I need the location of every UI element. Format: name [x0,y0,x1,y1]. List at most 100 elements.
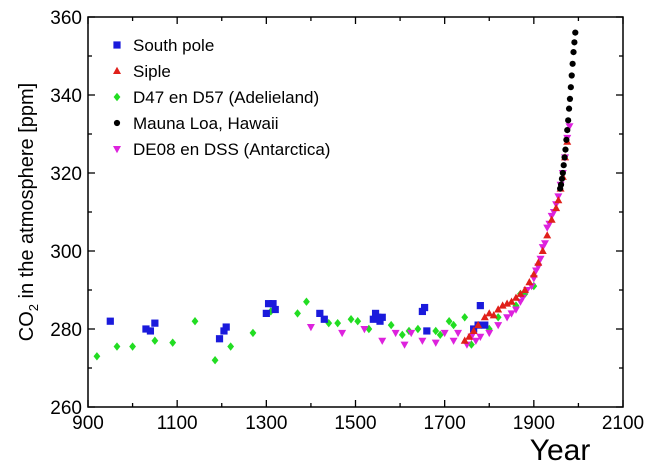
data-point-south-pole [215,335,224,343]
data-point-de08-en-dss-antarctica [507,310,516,318]
data-point-siple [465,332,474,340]
data-point-south-pole [418,307,426,316]
data-point-south-pole [106,317,114,325]
data-point-d47-en-d57-adelieland [249,328,257,338]
data-point-south-pole [378,313,386,321]
data-point-south-pole [151,319,159,327]
data-point-mauna-loa-hawaii [572,29,579,36]
legend-marker [113,92,121,102]
data-point-mauna-loa-hawaii [565,117,572,124]
data-point-de08-en-dss-antarctica [391,329,400,338]
data-point-d47-en-d57-adelieland [414,324,422,334]
data-point-de08-en-dss-antarctica [418,337,427,345]
x-tick-label: 1300 [245,413,287,434]
data-point-d47-en-d57-adelieland [387,320,395,330]
legend-marker [113,66,121,74]
data-point-siple [547,215,556,223]
x-tick-label: 900 [72,413,104,434]
data-point-mauna-loa-hawaii [557,181,565,188]
data-point-de08-en-dss-antarctica [485,329,494,338]
y-tick-label: 280 [50,320,82,341]
data-point-d47-en-d57-adelieland [191,317,199,326]
y-tick-label: 320 [50,164,82,185]
data-point-south-pole [421,303,429,312]
data-point-siple [460,336,469,344]
data-point-mauna-loa-hawaii [564,127,571,134]
data-point-south-pole [476,302,484,310]
data-point-siple [498,301,507,309]
data-point-d47-en-d57-adelieland [129,342,136,351]
data-point-d47-en-d57-adelieland [303,297,310,306]
data-point-de08-en-dss-antarctica [503,314,512,322]
data-point-d47-en-d57-adelieland [169,338,177,347]
y-tick-label: 360 [50,8,82,29]
data-point-south-pole [264,300,273,308]
data-point-mauna-loa-hawaii [571,39,578,46]
legend: South pole Siple D47 en D57 (Adelieland) Ma… [113,36,330,159]
data-point-d47-en-d57-adelieland [365,324,373,334]
data-point-d47-en-d57-adelieland [461,313,469,322]
data-point-de08-en-dss-antarctica [536,255,545,263]
data-point-south-pole [371,309,380,317]
data-point-de08-en-dss-antarctica [378,337,387,345]
legend-label: South pole [133,36,214,55]
data-point-d47-en-d57-adelieland [445,317,453,326]
data-point-mauna-loa-hawaii [565,105,573,112]
legend-marker [113,41,121,49]
data-point-south-pole [374,313,382,321]
data-point-south-pole [220,327,228,335]
data-point-south-pole [262,309,270,317]
legend-label: D47 en D57 (Adelieland) [133,88,319,107]
data-point-d47-en-d57-adelieland [151,336,159,345]
data-point-de08-en-dss-antarctica [512,306,520,314]
data-point-siple [552,203,561,212]
data-point-south-pole [320,315,328,323]
data-point-siple [520,285,529,293]
data-point-de08-en-dss-antarctica [476,333,485,341]
data-point-de08-en-dss-antarctica [400,341,409,349]
data-point-de08-en-dss-antarctica [565,123,574,131]
data-point-south-pole [316,309,324,317]
data-point-de08-en-dss-antarctica [306,324,315,332]
x-tick-label: 1900 [513,413,555,434]
data-point-d47-en-d57-adelieland [354,317,362,326]
data-point-mauna-loa-hawaii [558,175,566,182]
data-point-siple [512,293,520,301]
data-point-de08-en-dss-antarctica [360,326,369,334]
data-point-de08-en-dss-antarctica [338,329,347,338]
data-point-south-pole [222,323,230,331]
data-point-siple [543,231,552,239]
data-point-d47-en-d57-adelieland [227,342,235,351]
data-point-siple [503,299,512,307]
data-point-d47-en-d57-adelieland [494,313,502,322]
data-point-mauna-loa-hawaii [559,169,566,177]
y-tick-label: 300 [50,242,82,263]
x-axis-label: Year [530,434,591,467]
plot-layer [93,29,579,365]
data-point-siple [525,278,534,286]
data-point-mauna-loa-hawaii [570,49,577,56]
data-point-mauna-loa-hawaii [569,60,576,67]
data-point-south-pole [146,327,155,335]
data-point-mauna-loa-hawaii [560,162,567,169]
x-tick-label: 1100 [157,413,198,434]
data-point-south-pole [271,305,279,314]
y-tick-label: 340 [50,86,82,107]
data-point-d47-en-d57-adelieland [450,320,457,330]
data-point-siple [480,313,489,321]
x-tick-label: 1500 [334,413,376,434]
legend-marker [113,146,121,154]
data-point-d47-en-d57-adelieland [294,309,301,318]
data-point-siple [554,196,563,204]
data-point-siple [489,311,498,319]
y-tick-label: 260 [50,398,82,419]
axes-layer: 900 1100 1300 1500 1700 1900 2100 260 280 300 320 3… [16,8,644,467]
data-point-d47-en-d57-adelieland [432,326,440,336]
data-point-south-pole [269,300,277,308]
data-point-mauna-loa-hawaii [561,154,568,161]
data-point-mauna-loa-hawaii [568,72,575,79]
data-point-d47-en-d57-adelieland [436,330,444,340]
x-tick-label: 2100 [602,413,644,434]
